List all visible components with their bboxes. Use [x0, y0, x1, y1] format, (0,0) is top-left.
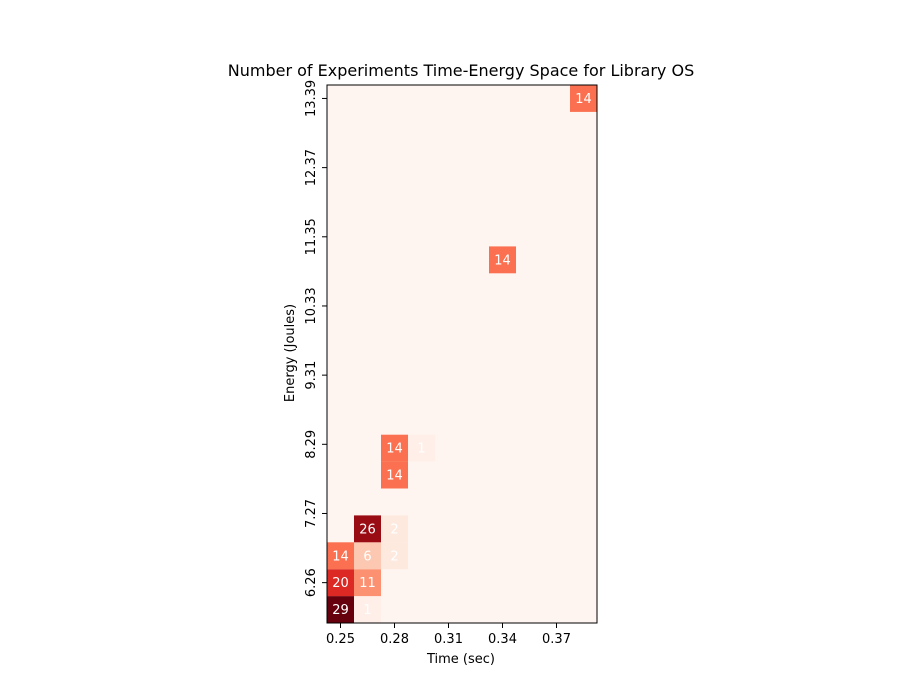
x-tick-label: 0.37 — [542, 632, 571, 647]
x-tick-label: 0.25 — [326, 632, 355, 647]
cell-value-label: 14 — [386, 469, 403, 484]
y-axis-label: Energy (Joules) — [283, 304, 298, 402]
cell-value-label: 20 — [332, 576, 349, 591]
heatmap-cell — [408, 434, 435, 462]
cell-value-label: 26 — [359, 522, 376, 537]
cell-labels: 29 1 20 11 14 6 2 26 2 14 14 1 14 14 — [332, 92, 592, 618]
heatmap-cell — [327, 542, 354, 570]
y-tick-label: 13.39 — [304, 80, 319, 117]
chart-title: Number of Experiments Time-Energy Space … — [228, 61, 694, 80]
y-axis: 6.26 7.27 8.29 9.31 10.33 11.35 12.37 13.39 — [304, 80, 327, 597]
heatmap-cell — [354, 515, 381, 543]
heatmap-cell — [381, 542, 408, 570]
heatmap-cell — [381, 461, 408, 489]
cell-value-label: 1 — [363, 603, 371, 618]
heatmap-cell — [354, 542, 381, 570]
cell-value-label: 2 — [390, 549, 398, 564]
heatmap-cell — [354, 569, 381, 597]
cell-value-label: 29 — [332, 603, 349, 618]
y-tick-label: 9.31 — [304, 361, 319, 390]
x-axis: 0.25 0.28 0.31 0.34 0.37 — [326, 623, 571, 647]
cell-value-label: 2 — [390, 522, 398, 537]
heatmap-cell — [381, 434, 408, 462]
heatmap-cell — [489, 246, 516, 274]
cell-value-label: 14 — [575, 92, 592, 107]
y-tick-label: 7.27 — [304, 499, 319, 528]
cell-value-label: 6 — [363, 549, 371, 564]
heatmap-cells — [327, 85, 597, 623]
heatmap-cell — [354, 596, 381, 623]
y-tick-label: 6.26 — [304, 568, 319, 597]
cell-value-label: 14 — [386, 442, 403, 457]
x-axis-label: Time (sec) — [426, 652, 495, 667]
y-tick-label: 8.29 — [304, 430, 319, 459]
x-tick-label: 0.34 — [488, 632, 517, 647]
y-tick-label: 10.33 — [304, 287, 319, 324]
plot-frame — [326, 84, 598, 624]
x-tick-label: 0.31 — [434, 632, 463, 647]
cell-value-label: 11 — [359, 576, 376, 591]
y-tick-label: 11.35 — [304, 218, 319, 255]
axes-frame — [326, 84, 598, 624]
cell-value-label: 1 — [417, 442, 425, 457]
y-tick-label: 12.37 — [304, 149, 319, 186]
cell-value-label: 14 — [494, 253, 511, 268]
heatmap-cell — [570, 85, 597, 112]
cell-value-label: 14 — [332, 549, 349, 564]
heatmap-cell — [327, 596, 354, 623]
heatmap-cell — [327, 569, 354, 597]
x-tick-label: 0.28 — [380, 632, 409, 647]
heatmap-cell — [381, 515, 408, 543]
